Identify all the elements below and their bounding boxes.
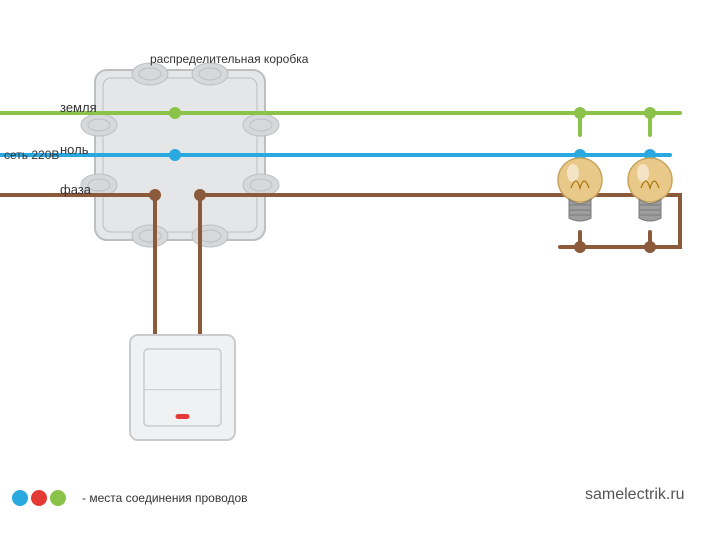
node-earth-box (169, 107, 181, 119)
node-phase-b1 (574, 241, 586, 253)
node-phase-b2 (644, 241, 656, 253)
node-earth-b1 (574, 107, 586, 119)
node-earth-b2 (644, 107, 656, 119)
legend-dot (31, 490, 47, 506)
neutral-label: ноль (60, 142, 88, 157)
junction-box-title: распределительная коробка (150, 52, 308, 66)
node-neutral-box (169, 149, 181, 161)
legend-text: - места соединения проводов (82, 491, 248, 505)
bulb-2 (628, 158, 672, 221)
switch-led-icon (176, 414, 190, 419)
mains-label: сеть 220В (4, 148, 59, 162)
node-phase-box1 (149, 189, 161, 201)
node-phase-box2 (194, 189, 206, 201)
site-watermark: samelectrik.ru (585, 486, 685, 504)
wire-phase-out (200, 195, 680, 247)
wall-switch (130, 335, 235, 440)
legend-dot (12, 490, 28, 506)
legend-dot (50, 490, 66, 506)
phase-label: фаза (60, 182, 91, 197)
bulb-1 (558, 158, 602, 221)
earth-label: земля (60, 100, 97, 115)
